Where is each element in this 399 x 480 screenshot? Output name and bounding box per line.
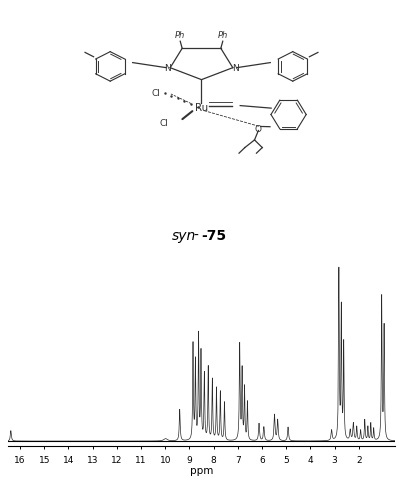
Text: syn: syn bbox=[172, 229, 196, 243]
X-axis label: ppm: ppm bbox=[190, 465, 213, 475]
Text: N: N bbox=[164, 64, 170, 73]
Text: O: O bbox=[255, 125, 262, 134]
Text: -: - bbox=[193, 229, 198, 243]
Text: Ph: Ph bbox=[217, 31, 228, 39]
Text: Cl: Cl bbox=[152, 89, 161, 98]
Text: -75: -75 bbox=[201, 229, 227, 243]
Text: Cl: Cl bbox=[160, 119, 169, 127]
Text: Ru: Ru bbox=[195, 103, 208, 113]
Text: N: N bbox=[233, 64, 239, 73]
Text: Ph: Ph bbox=[175, 31, 186, 39]
